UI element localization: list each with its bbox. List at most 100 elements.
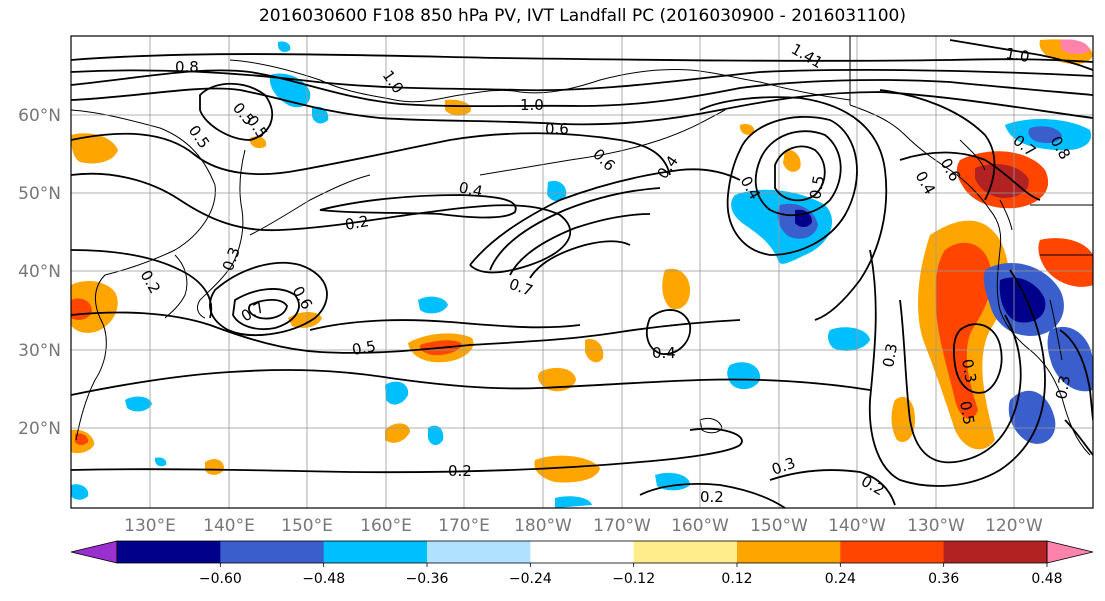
contour-line xyxy=(899,299,1022,464)
contour-line xyxy=(1064,419,1093,456)
contour-line xyxy=(232,288,300,330)
contour-line xyxy=(726,116,858,256)
contour-label: 0.5 xyxy=(806,174,828,201)
contour-label: 1.0 xyxy=(520,96,544,114)
shading-cp-cold-2 xyxy=(828,327,870,351)
shading-siberia-warm xyxy=(71,133,118,164)
colorbar-segment xyxy=(427,541,531,563)
map-title: 2016030600 F108 850 hPa PV, IVT Landfall… xyxy=(258,6,906,26)
lon-label: 170°W xyxy=(593,516,651,536)
lon-label: 180°W xyxy=(514,516,572,536)
coast-aleutians xyxy=(479,109,726,176)
contour-line xyxy=(529,240,631,279)
contour-label: 0.2 xyxy=(448,462,472,480)
colorbar-tick-label: −0.48 xyxy=(302,571,345,587)
coast-gulf-california xyxy=(1049,299,1063,361)
lon-label: 170°E xyxy=(438,516,490,536)
contour-label: 0.4 xyxy=(652,344,676,362)
shading-goa-warm xyxy=(783,149,801,172)
shading-china-warm xyxy=(71,280,118,333)
coast-bc-islands xyxy=(959,139,1013,231)
contour-line xyxy=(71,53,1093,63)
coast-us-border xyxy=(1030,204,1093,256)
colorbar-segment xyxy=(633,541,738,563)
shading-cp-warm-8 xyxy=(205,459,225,475)
coast-kuril xyxy=(249,174,371,236)
coast-korea xyxy=(164,254,188,319)
contour-line xyxy=(774,145,826,202)
shading-cp-warm-1 xyxy=(662,268,690,310)
contour-label: 0.6 xyxy=(545,120,569,138)
shading-nw-coast-hot xyxy=(975,164,1029,198)
contours xyxy=(71,39,1093,508)
shading-cp-warm-10 xyxy=(445,99,471,116)
shading-cp-warm-12 xyxy=(740,123,755,135)
lon-label: 150°E xyxy=(281,516,333,536)
shading-scs-hot xyxy=(75,433,89,445)
contour-line xyxy=(639,483,786,508)
contour-label: 0.5 xyxy=(956,400,978,427)
colorbar-segment xyxy=(840,541,945,563)
contour-line xyxy=(646,309,692,355)
latitude-labels: 60°N 50°N 40°N 30°N 20°N xyxy=(18,106,61,439)
colorbar-tick-label: −0.24 xyxy=(509,571,552,587)
shading-west-coast-hot xyxy=(935,242,992,419)
contour-label: 0.5 xyxy=(351,337,378,359)
contour-label: 0.8 xyxy=(175,58,199,76)
contour-label: 0.2 xyxy=(344,212,371,234)
contour-line xyxy=(247,298,288,320)
colorbar: −0.60 −0.48 −0.36 −0.24 −0.12 0.12 0.24 0.36 0.4… xyxy=(70,540,1094,587)
contour-label: 0.2 xyxy=(700,488,724,506)
lon-label: 150°W xyxy=(750,516,808,536)
contour-label: 0.3 xyxy=(879,342,901,369)
longitude-labels: 130°E 140°E 150°E 160°E 170°E 180°W 170°… xyxy=(124,516,1043,536)
shading-cp-cold-5 xyxy=(428,425,444,446)
colorbar-tick-label: 0.24 xyxy=(825,571,856,587)
shading-cp-cold-9 xyxy=(555,496,592,508)
contour-line xyxy=(699,96,888,321)
shading-baja-warm xyxy=(1038,238,1093,287)
colorbar-tick-label: −0.60 xyxy=(199,571,242,587)
lat-label: 50°N xyxy=(18,184,61,204)
colorbar-segment xyxy=(943,541,1048,563)
lon-label: 130°W xyxy=(907,516,965,536)
contour-line xyxy=(71,427,743,474)
contour-line xyxy=(71,172,572,274)
colorbar-segment xyxy=(323,541,428,563)
contour-line xyxy=(754,130,842,217)
shading-cp-cold-3 xyxy=(418,296,448,314)
contour-line xyxy=(71,132,671,176)
colorbar-tick-label: 0.36 xyxy=(928,571,959,587)
shading-cp-cold-8 xyxy=(655,472,690,491)
lat-label: 40°N xyxy=(18,262,61,282)
lon-label: 120°W xyxy=(985,516,1043,536)
colorbar-segment xyxy=(530,541,635,563)
contour-line xyxy=(71,249,213,319)
colorbar-segment xyxy=(117,541,221,563)
contour-line xyxy=(199,82,274,141)
shading-bc-deep-cold xyxy=(1028,126,1062,144)
contour-line xyxy=(1059,329,1093,421)
contour-label: 0.4 xyxy=(457,178,484,201)
shading-cp-warm-7 xyxy=(288,312,322,328)
shading-ph-cold xyxy=(71,484,89,500)
contour-label: 1.0 xyxy=(1004,44,1031,66)
shading-cp-warm-3 xyxy=(585,339,604,363)
shading-cp-warm-4 xyxy=(537,367,576,392)
shading-cp-cold-6 xyxy=(125,396,152,412)
shading-cp-cold-13 xyxy=(155,457,167,467)
colorbar-tick-label: −0.36 xyxy=(406,571,449,587)
contour-line xyxy=(489,187,661,271)
shading-ne-corner-cold xyxy=(1060,39,1090,55)
lon-label: 130°E xyxy=(124,516,176,536)
contour-line xyxy=(71,69,1093,108)
colorbar-tick-label: −0.12 xyxy=(612,571,655,587)
lon-label: 140°W xyxy=(828,516,886,536)
colorbar-extend-right xyxy=(1046,540,1094,564)
lat-label: 30°N xyxy=(18,341,61,361)
lat-label: 60°N xyxy=(18,106,61,126)
contour-line xyxy=(319,194,517,219)
colorbar-segment xyxy=(737,541,841,563)
lon-label: 140°E xyxy=(203,516,255,536)
contour-line xyxy=(209,261,328,336)
